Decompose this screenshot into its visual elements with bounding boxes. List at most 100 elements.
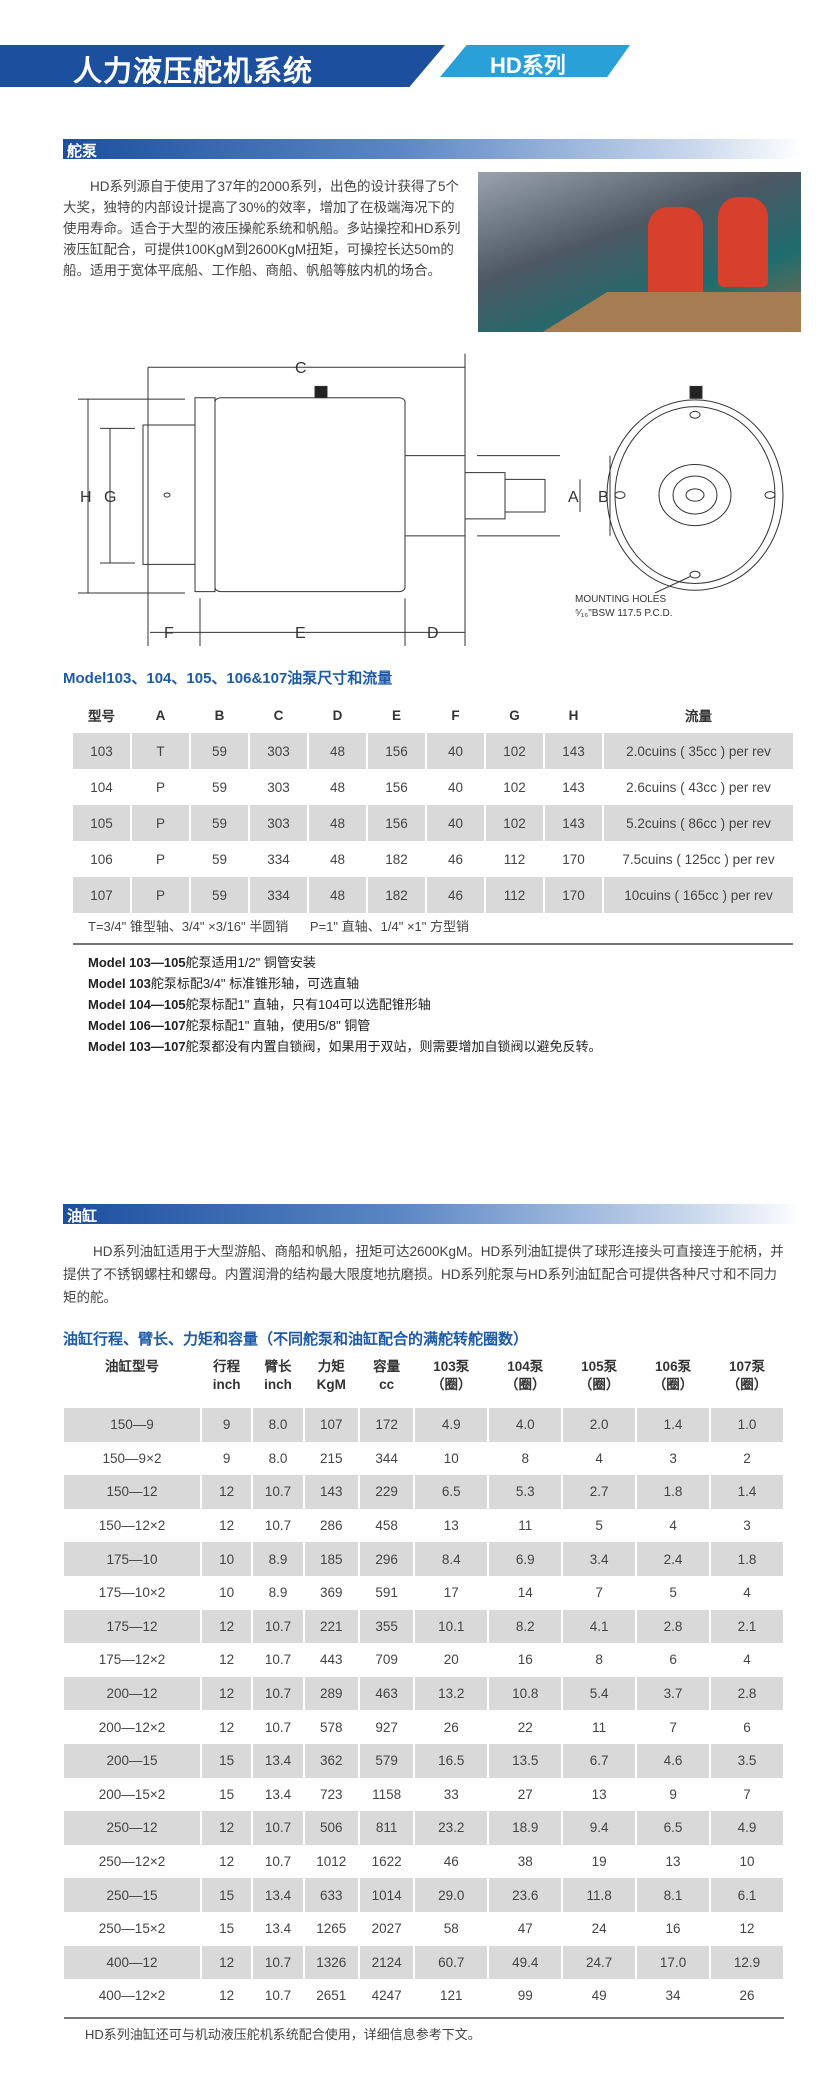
table-cell: 48 bbox=[309, 805, 366, 841]
table-cell: 112 bbox=[486, 877, 543, 913]
table-cell: 811 bbox=[359, 1811, 414, 1845]
table-cell: 26 bbox=[443, 1719, 459, 1735]
pump-description: HD系列源自于使用了37年的2000系列，出色的设计获得了5个大奖，独特的内部设… bbox=[63, 179, 461, 278]
table-cell: 150—12 bbox=[64, 1475, 200, 1509]
table-row: 250—12×2 12 10.7 1012 1622 46 38 19 13 10 bbox=[64, 1845, 783, 1879]
dim-label-b: B bbox=[598, 489, 609, 506]
table-cell: 107 bbox=[304, 1408, 358, 1442]
table-cell: 13 bbox=[591, 1786, 607, 1802]
table-cell: 19 bbox=[591, 1854, 607, 1870]
table-cell: 11 bbox=[518, 1518, 533, 1534]
table-cell: 40 bbox=[427, 733, 484, 769]
column-header: H bbox=[568, 707, 579, 723]
table-cell: 170 bbox=[562, 851, 585, 867]
table-cell: 170 bbox=[545, 877, 602, 913]
table-cell: 2.7 bbox=[563, 1475, 636, 1509]
table-cell: 102 bbox=[486, 805, 543, 841]
table-cell: 1.8 bbox=[711, 1542, 783, 1576]
table-cell: 1014 bbox=[359, 1878, 414, 1912]
table-cell: 709 bbox=[375, 1652, 398, 1668]
table-row: 175—10×2 10 8.9 369 591 17 14 7 5 4 bbox=[64, 1576, 783, 1610]
series-badge: HD系列 bbox=[440, 45, 630, 77]
pump-flange bbox=[195, 398, 215, 592]
column-header: 106泵 （圈） bbox=[637, 1358, 709, 1408]
table-cell: 463 bbox=[359, 1676, 414, 1711]
table-cell: 102 bbox=[503, 779, 526, 795]
table-cell: 59 bbox=[191, 733, 248, 769]
table-cell: 578 bbox=[320, 1719, 343, 1735]
table-cell: 7 bbox=[743, 1786, 751, 1802]
table-cell: 99 bbox=[517, 1988, 533, 2004]
table-cell: 2124 bbox=[359, 1945, 414, 1980]
mounting-note-1: MOUNTING HOLES bbox=[575, 594, 666, 605]
section-bar-pump: 舵泵 bbox=[63, 139, 803, 160]
note-text: 舵泵标配1" 直轴，使用5/8" 铜管 bbox=[185, 1018, 371, 1033]
table-cell: 200—15×2 bbox=[98, 1786, 166, 1802]
table-cell: 27 bbox=[517, 1786, 533, 1802]
table-cell: 121 bbox=[440, 1988, 463, 2004]
table-cell: 2.8 bbox=[711, 1676, 783, 1711]
table-cell: 48 bbox=[329, 851, 346, 867]
table-cell: 303 bbox=[267, 779, 290, 795]
table-row: 107 P 59 334 48 182 46 112 170 10cuins ( 165cc ) … bbox=[73, 877, 793, 913]
table-cell: 6 bbox=[669, 1652, 677, 1668]
table-cell: 1326 bbox=[304, 1945, 358, 1980]
column-header: 行程 inch bbox=[202, 1358, 251, 1408]
header-unit: inch bbox=[264, 1377, 292, 1392]
table-cell: 1265 bbox=[316, 1921, 347, 1937]
dim-label-h: H bbox=[80, 489, 92, 506]
table-cell: 221 bbox=[304, 1609, 358, 1644]
table-cell: 6.9 bbox=[489, 1542, 562, 1576]
table-cell: 443 bbox=[320, 1652, 343, 1668]
table-cell: 40 bbox=[427, 805, 484, 841]
pump-body bbox=[215, 398, 405, 592]
table-row: 104 P 59 303 48 156 40 102 143 2.6cuins ( 43cc ) … bbox=[73, 769, 793, 805]
cylinder-spec-table: 油缸型号 行程 inch 臂长 inch 力矩 KgM 容量 cc 103泵 （圈） 104泵 （圈） 1… bbox=[62, 1358, 785, 2013]
table-cell: 8.9 bbox=[268, 1585, 288, 1601]
table-cell: 13.2 bbox=[415, 1676, 488, 1711]
table-cell: 10.8 bbox=[489, 1676, 562, 1711]
table-cell: 8.2 bbox=[489, 1609, 562, 1644]
table-cell: 10cuins ( 165cc ) per rev bbox=[604, 877, 793, 913]
table-cell: 185 bbox=[304, 1542, 358, 1576]
dim-label-d: D bbox=[427, 625, 439, 642]
table-cell: 60.7 bbox=[415, 1945, 488, 1980]
table-cell: 59 bbox=[211, 779, 228, 795]
table-cell: 1622 bbox=[371, 1854, 402, 1870]
table-cell: T bbox=[132, 733, 189, 769]
table-cell: 6.1 bbox=[711, 1878, 783, 1912]
table-cell: 112 bbox=[503, 851, 526, 867]
table-cell: 24.7 bbox=[563, 1945, 636, 1980]
column-header: 流量 bbox=[685, 709, 712, 724]
table-cell: P bbox=[155, 779, 165, 795]
table-cell: 175—10 bbox=[64, 1542, 200, 1576]
table-cell: 633 bbox=[304, 1878, 358, 1912]
table-cell: 5.3 bbox=[489, 1475, 562, 1509]
table-cell: 10.7 bbox=[253, 1945, 303, 1980]
table-cell: 8 bbox=[521, 1450, 529, 1466]
table-cell: 7.5cuins ( 125cc ) per rev bbox=[622, 851, 775, 867]
model-notes: Model 103—105舵泵适用1/2" 铜管安装 Model 103舵泵标配3… bbox=[88, 952, 602, 1057]
pump-table-title: Model103、104、105、106&107油泵尺寸和流量 bbox=[63, 670, 393, 687]
table-cell: 591 bbox=[375, 1585, 398, 1601]
table-cell: 4.0 bbox=[489, 1408, 562, 1442]
header-line: 行程 bbox=[213, 1359, 241, 1374]
table-cell: 1012 bbox=[316, 1854, 347, 1870]
table-cell: 250—15×2 bbox=[98, 1921, 166, 1937]
table-cell: 29.0 bbox=[415, 1878, 488, 1912]
table-cell: 10.7 bbox=[253, 1676, 303, 1711]
note-text: 舵泵标配1" 直轴，只有104可以选配锥形轴 bbox=[185, 997, 431, 1012]
table-cell: 10.7 bbox=[264, 1518, 292, 1534]
table-cell: 10.7 bbox=[264, 1652, 292, 1668]
header-line: 臂长 bbox=[264, 1359, 292, 1374]
table-cell: 10 bbox=[219, 1585, 235, 1601]
table-cell: 59 bbox=[211, 851, 228, 867]
table-cell: 59 bbox=[191, 805, 248, 841]
table-cell: 344 bbox=[375, 1450, 398, 1466]
table-row: 106 P 59 334 48 182 46 112 170 7.5cuins ( 125cc )… bbox=[73, 841, 793, 877]
mounting-note-2: ⁵⁄₁₆"BSW 117.5 P.C.D. bbox=[575, 608, 673, 619]
table-cell: 200—12 bbox=[64, 1676, 200, 1711]
column-header: C bbox=[273, 707, 284, 723]
table-cell: 46 bbox=[427, 877, 484, 913]
table-row: 150—9×2 9 8.0 215 344 10 8 4 3 2 bbox=[64, 1442, 783, 1476]
